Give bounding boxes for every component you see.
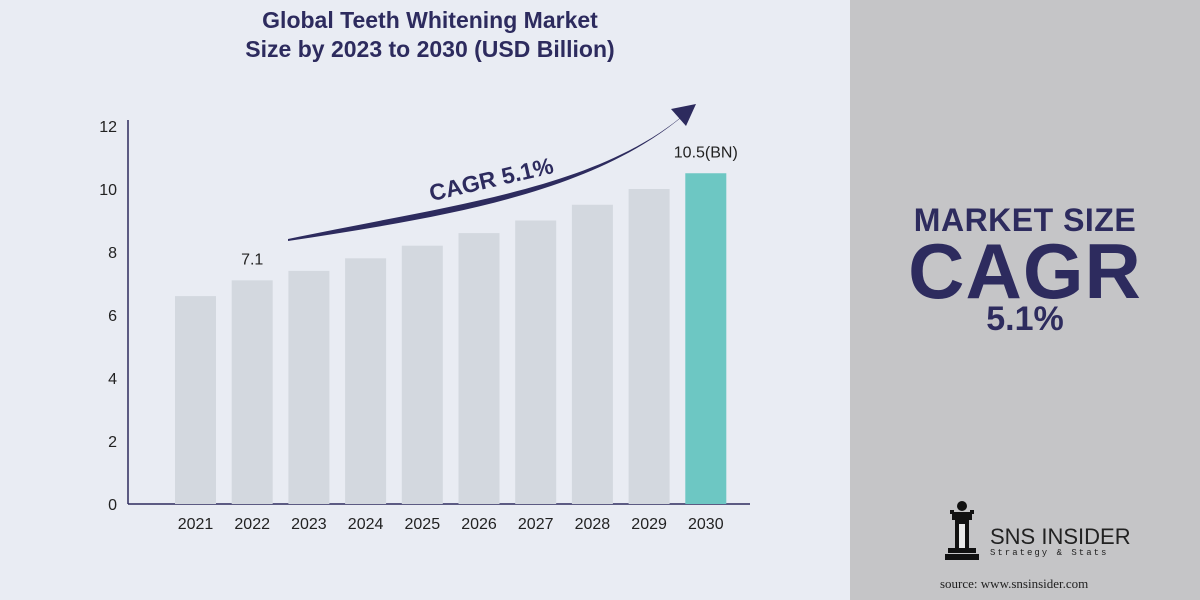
sns-insider-logo: SNS INSIDER Strategy & Stats: [940, 498, 1180, 568]
y-tick-label: 12: [99, 119, 117, 136]
x-tick-label: 2029: [631, 516, 667, 533]
bar-2028: [571, 204, 613, 504]
cagr-label: CAGR: [908, 227, 1142, 315]
bar-2022: [231, 280, 273, 504]
y-tick-label: 6: [108, 308, 117, 325]
bar-2024: [345, 258, 387, 504]
chess-rook-icon: [945, 501, 979, 560]
chart-title: Global Teeth Whitening Market Size by 20…: [200, 6, 660, 64]
bar-2025: [401, 245, 443, 504]
title-line-1: Global Teeth Whitening Market: [262, 7, 598, 33]
cagr-value: 5.1%: [986, 300, 1064, 338]
market-size-label: MARKET SIZE: [913, 202, 1137, 238]
x-tick-label: 2021: [178, 516, 214, 533]
y-tick-label: 10: [99, 182, 117, 199]
x-tick-label: 2026: [461, 516, 497, 533]
data-label: 7.1: [241, 251, 263, 268]
y-tick-label: 4: [108, 371, 117, 388]
logo-name: SNS INSIDER: [990, 524, 1131, 549]
x-tick-label: 2022: [234, 516, 270, 533]
y-tick-label: 0: [108, 497, 117, 514]
x-tick-label: 2030: [688, 516, 724, 533]
x-tick-label: 2025: [405, 516, 441, 533]
bar-2023: [288, 270, 330, 504]
x-tick-label: 2027: [518, 516, 554, 533]
logo-tagline: Strategy & Stats: [990, 548, 1109, 558]
x-tick-label: 2024: [348, 516, 384, 533]
bar-2021: [175, 296, 216, 504]
y-tick-label: 2: [108, 434, 117, 451]
bar-2030: [685, 173, 727, 504]
cagr-panel: MARKET SIZE CAGR 5.1% SNS INSIDER Strate…: [850, 0, 1200, 600]
bar-2026: [458, 233, 500, 504]
bar-2027: [515, 220, 557, 504]
y-tick-label: 8: [108, 245, 117, 262]
data-label: 10.5(BN): [674, 144, 738, 161]
bar-chart: 0 2 4 6 8 10 12 2021 2022 2023 2024 2025 2026 2027 202…: [99, 104, 750, 533]
x-tick-label: 2023: [291, 516, 327, 533]
arrow-head-icon: [671, 104, 696, 126]
bar-2029: [628, 189, 670, 504]
x-tick-label: 2028: [575, 516, 611, 533]
title-line-2: Size by 2023 to 2030 (USD Billion): [245, 36, 615, 62]
source-note: source: www.snsinsider.com: [940, 576, 1089, 591]
